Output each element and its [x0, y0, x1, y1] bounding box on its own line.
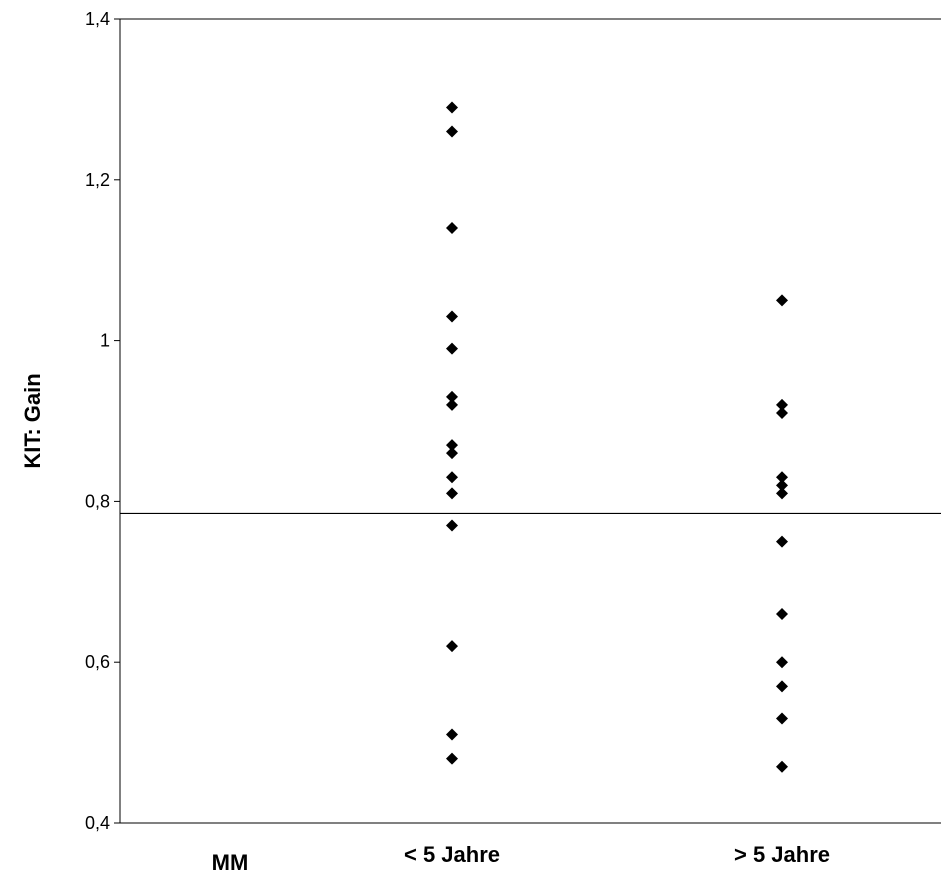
x-category-label: > 5 Jahre [734, 842, 830, 867]
plot-area [119, 18, 941, 824]
x-axis-labels: MM < 5 Jahre > 5 Jahre [212, 842, 830, 875]
y-tick-label: 1,2 [85, 170, 110, 190]
data-point [446, 310, 458, 323]
data-point [446, 222, 458, 235]
data-point [776, 479, 788, 492]
data-point [446, 390, 458, 403]
data-point [446, 342, 458, 355]
data-point [446, 125, 458, 138]
data-point [776, 406, 788, 419]
data-points [446, 101, 788, 773]
y-axis-title: KIT: Gain [20, 373, 45, 468]
data-point [446, 519, 458, 532]
y-tick-label: 0,6 [85, 652, 110, 672]
data-point [776, 294, 788, 307]
data-point [776, 398, 788, 411]
y-tick-label: 0,4 [85, 813, 110, 833]
y-axis: 0,4 0,6 0,8 1 1,2 1,4 [85, 9, 120, 833]
data-point [776, 607, 788, 620]
data-point [446, 487, 458, 500]
data-point [776, 487, 788, 500]
data-point [776, 535, 788, 548]
data-point [776, 712, 788, 725]
x-category-label: MM [212, 850, 249, 875]
data-point [446, 471, 458, 484]
y-tick-label: 0,8 [85, 491, 110, 511]
data-point [446, 398, 458, 411]
data-point [446, 752, 458, 765]
y-tick-label: 1,4 [85, 9, 110, 29]
data-point [446, 447, 458, 460]
data-point [446, 101, 458, 114]
data-point [446, 728, 458, 741]
data-point [776, 760, 788, 773]
data-point [446, 640, 458, 653]
data-point [776, 680, 788, 693]
x-category-label: < 5 Jahre [404, 842, 500, 867]
data-point [446, 439, 458, 452]
data-point [776, 656, 788, 669]
data-point [776, 471, 788, 484]
y-tick-label: 1 [100, 331, 110, 351]
